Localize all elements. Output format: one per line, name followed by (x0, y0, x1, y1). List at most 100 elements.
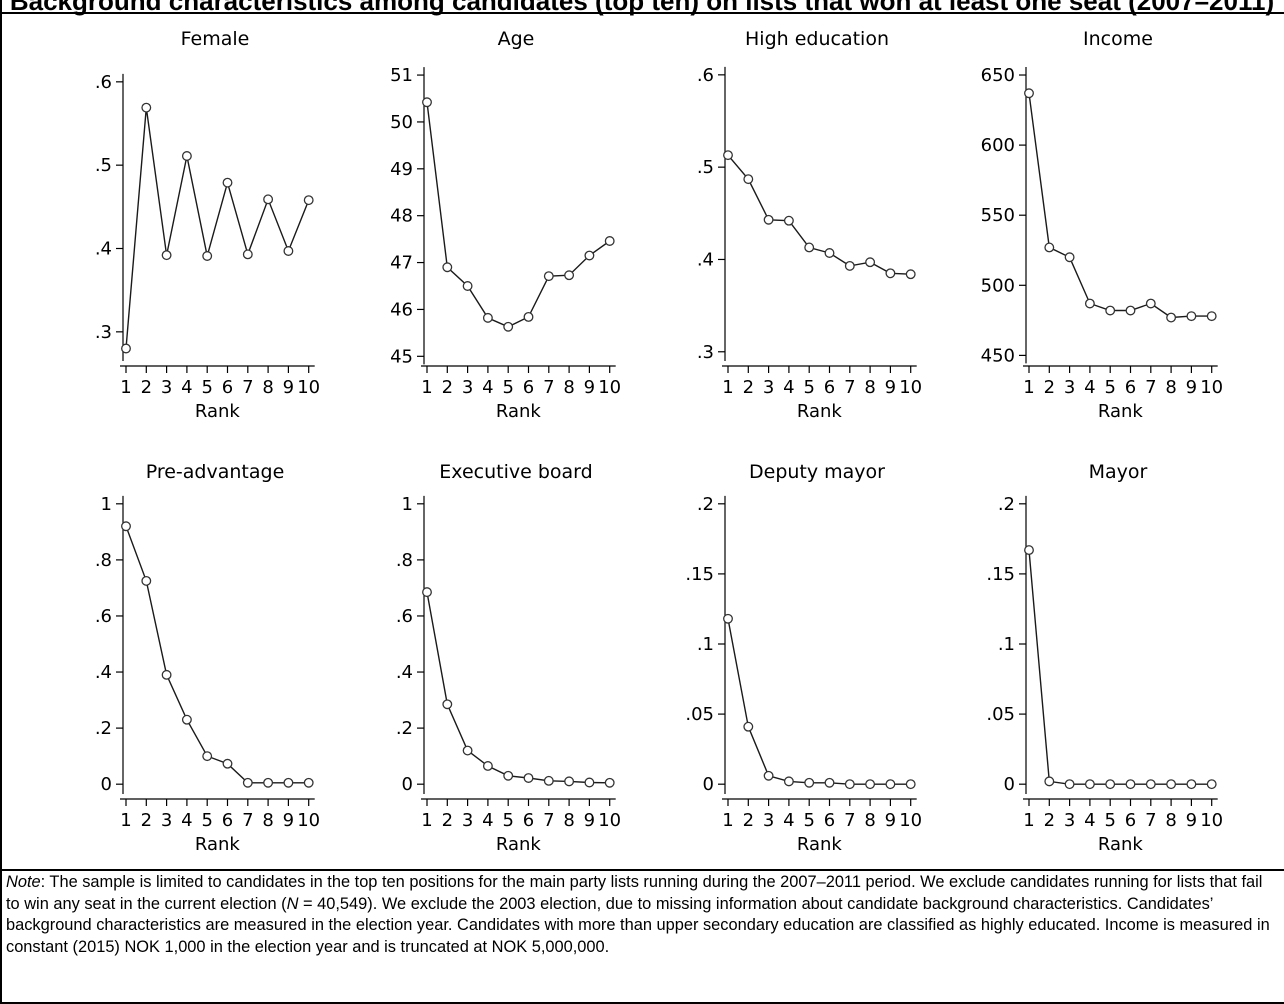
data-point (1125, 305, 1136, 316)
data-point (263, 777, 274, 788)
x-tick-label: 2 (743, 377, 754, 398)
note-text-1: : The sample is limited to candidates in… (6, 873, 1263, 913)
x-tick-label: 5 (1104, 377, 1115, 398)
x-tick-label: 4 (181, 810, 192, 831)
x-axis-label: Rank (496, 834, 542, 855)
x-tick-label: 4 (783, 810, 794, 831)
y-tick-label: .5 (95, 155, 112, 176)
y-tick-label: 45 (390, 346, 413, 367)
x-tick-label: 10 (297, 377, 320, 398)
x-tick-label: 7 (844, 810, 855, 831)
x-tick-label: 3 (763, 377, 774, 398)
y-tick-label: .4 (95, 239, 112, 260)
data-point (422, 97, 432, 108)
x-axis-label: Rank (195, 401, 241, 422)
y-tick-label: 48 (390, 206, 413, 227)
data-point (523, 773, 534, 783)
x-tick-label: 1 (120, 377, 131, 398)
x-tick-label: 8 (262, 377, 273, 398)
x-axis-label: Rank (496, 401, 542, 422)
x-tick-label: 4 (482, 810, 493, 831)
x-tick-label: 10 (1200, 810, 1223, 831)
x-tick-label: 7 (844, 377, 855, 398)
x-tick-label: 8 (1165, 377, 1176, 398)
data-point (844, 779, 855, 790)
data-point (303, 195, 314, 206)
y-tick-label: .4 (396, 662, 413, 683)
data-point (121, 521, 131, 532)
x-tick-label: 1 (1023, 810, 1034, 831)
note-label: Note (6, 873, 41, 891)
panel-high-education: High education .3 .4 .5 .6 1 2 3 4 5 6 7 8 9 10 Rank (697, 28, 922, 422)
data-point (1206, 779, 1217, 790)
y-tick-label: .1 (697, 634, 714, 655)
data-point (422, 587, 432, 598)
note-text-2: = 40,549). We exclude the 2003 election,… (6, 894, 1270, 956)
x-tick-label: 2 (743, 810, 754, 831)
data-point (885, 268, 896, 279)
data-point (181, 151, 192, 161)
data-point (763, 770, 774, 781)
y-tick-label: .5 (697, 157, 714, 178)
x-tick-label: 4 (1084, 810, 1095, 831)
x-tick-label: 2 (442, 377, 453, 398)
data-point (242, 777, 253, 788)
data-point (1166, 312, 1177, 323)
y-tick-label: 49 (390, 159, 413, 180)
x-tick-label: 3 (161, 377, 172, 398)
x-axis-label: Rank (797, 834, 843, 855)
x-tick-label: 6 (222, 377, 233, 398)
y-tick-label: 450 (981, 345, 1015, 366)
series-line (125, 525, 309, 784)
data-point (503, 321, 514, 332)
x-tick-label: 9 (885, 377, 896, 398)
y-tick-label: .15 (986, 564, 1015, 585)
note-divider (0, 869, 1284, 871)
x-tick-label: 1 (722, 377, 733, 398)
data-point (141, 102, 152, 113)
data-point (1145, 298, 1156, 309)
data-point (303, 777, 314, 788)
figure-note: Note: The sample is limited to candidate… (6, 872, 1280, 958)
data-point (283, 246, 294, 256)
x-tick-label: 4 (783, 377, 794, 398)
data-point (462, 745, 473, 756)
y-tick-label: .2 (396, 718, 413, 739)
x-tick-label: 2 (141, 810, 152, 831)
x-tick-label: 3 (1064, 377, 1075, 398)
data-point (161, 250, 172, 261)
data-point (743, 174, 754, 185)
panel-income: Income 450 500 550 600 650 1 2 3 4 5 6 7 8 9 10 Rank (981, 28, 1224, 422)
data-point (564, 270, 575, 281)
y-tick-label: .8 (396, 550, 413, 571)
x-tick-label: 9 (885, 810, 896, 831)
y-tick-label: .6 (95, 72, 112, 93)
data-point (181, 714, 192, 725)
x-tick-label: 2 (1044, 377, 1055, 398)
data-point (1206, 311, 1217, 322)
y-tick-label: .15 (685, 564, 714, 585)
y-tick-label: 0 (1004, 774, 1015, 795)
data-point (543, 775, 554, 786)
y-tick-label: 600 (981, 135, 1015, 156)
data-point (1105, 305, 1116, 316)
data-point (202, 751, 213, 762)
x-tick-label: 3 (1064, 810, 1075, 831)
data-point (604, 236, 615, 246)
series-line (1028, 550, 1212, 785)
y-tick-label: 50 (390, 112, 413, 133)
y-tick-label: 550 (981, 205, 1015, 226)
x-tick-label: 1 (421, 377, 432, 398)
y-tick-label: .6 (396, 606, 413, 627)
x-tick-label: 5 (803, 377, 814, 398)
y-tick-label: .3 (697, 342, 714, 363)
data-point (723, 150, 733, 161)
x-tick-label: 7 (242, 810, 253, 831)
y-tick-label: .8 (95, 550, 112, 571)
data-point (242, 249, 253, 260)
x-tick-label: 10 (598, 810, 621, 831)
x-tick-label: 5 (502, 377, 513, 398)
data-point (161, 669, 172, 680)
